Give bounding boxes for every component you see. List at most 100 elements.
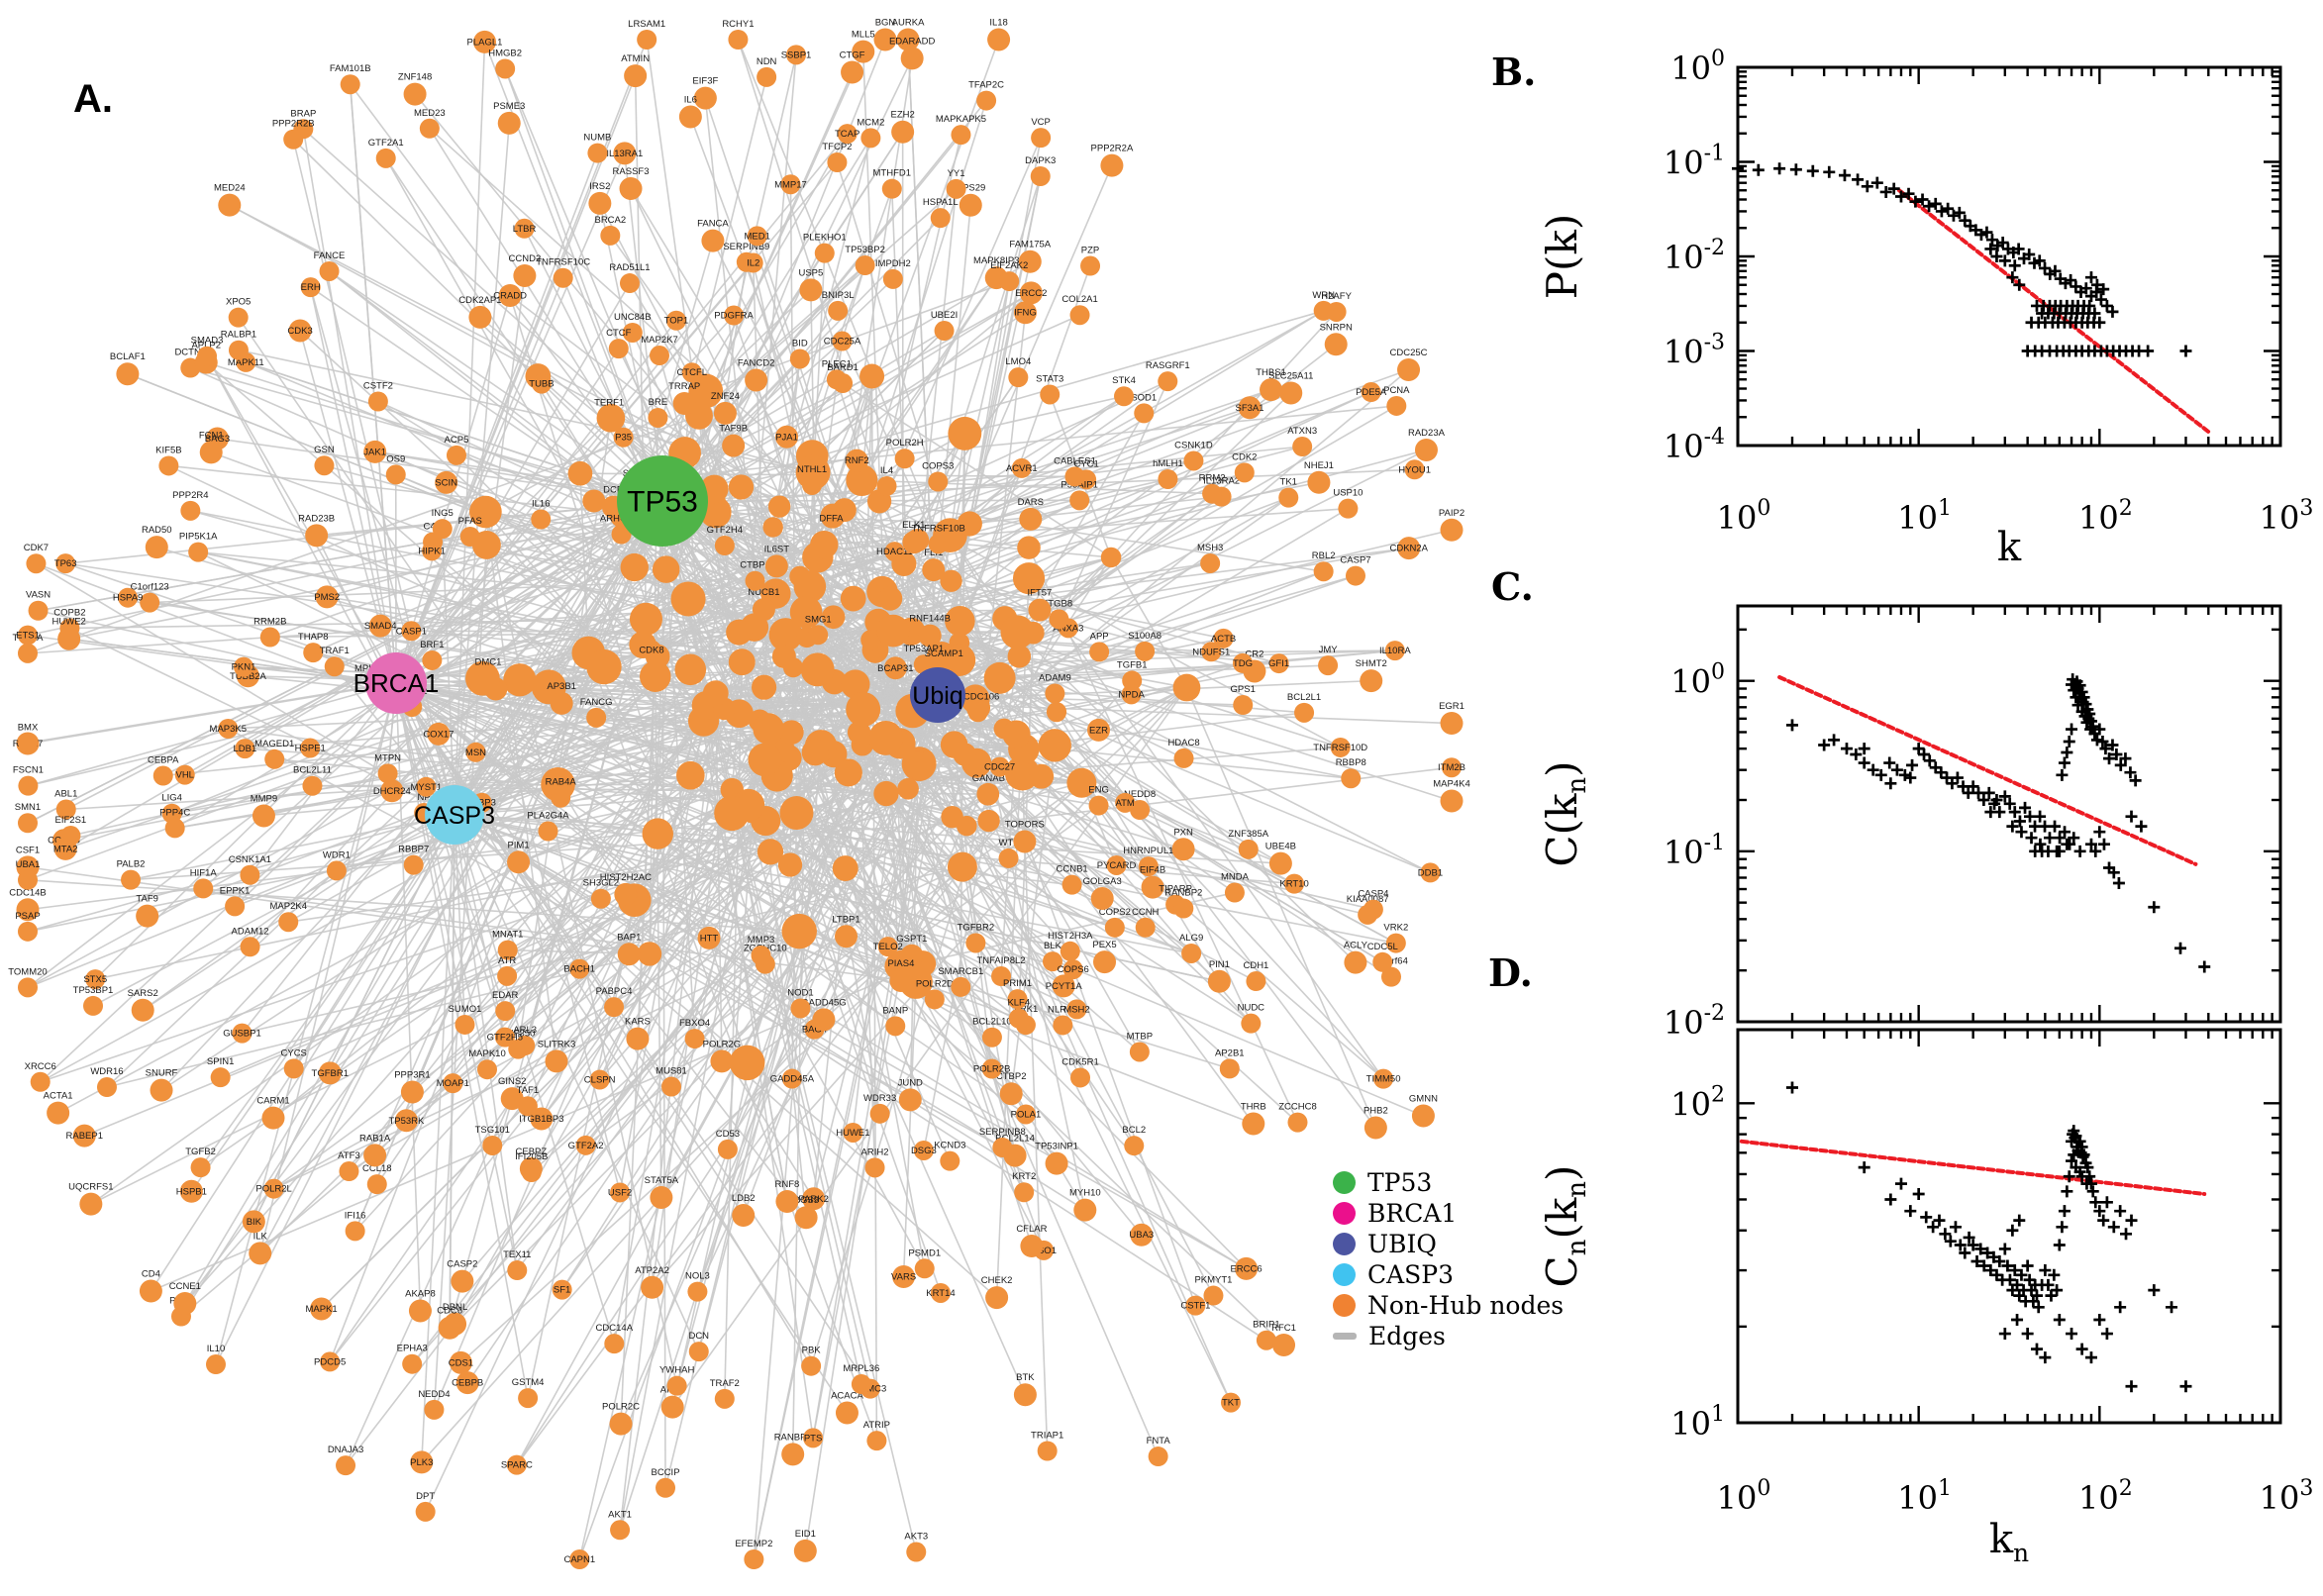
network-nodes: TP53RK KIAA0087 THAP8 CDC14B DSG3 NTHL1 CEBPZ V…	[8, 18, 1470, 1569]
network-node-label: TNFRSF10D	[1313, 743, 1367, 753]
network-node-label: PLEKHO1	[803, 233, 847, 244]
network-node-label: RAB1A	[359, 1133, 391, 1144]
network-node	[660, 1395, 684, 1419]
network-node-label: CCL18	[362, 1163, 392, 1174]
network-node	[264, 748, 285, 769]
network-node	[1233, 695, 1254, 716]
network-node	[1064, 466, 1085, 487]
network-node	[152, 765, 173, 786]
network-node-label: EIF2AK2	[990, 260, 1028, 271]
network-node	[521, 1162, 542, 1183]
plot-frame	[1736, 1028, 2282, 1425]
network-node-label: CTCFL	[676, 367, 707, 378]
scatter-markers	[1785, 1081, 2192, 1393]
network-node-label: CTBP2	[996, 1071, 1027, 1082]
network-node-label: CR2	[1245, 648, 1263, 659]
network-node-label: IL16	[532, 499, 551, 510]
network-node	[928, 534, 949, 554]
network-node-label: SUMO1	[449, 1004, 482, 1015]
network-node-label: BRIP1	[1253, 1320, 1279, 1331]
network-node-label: MSH2	[1063, 1004, 1089, 1015]
network-node-label: TOPORS	[1005, 820, 1045, 831]
network-node	[318, 1061, 342, 1085]
network-node	[745, 570, 765, 591]
network-node	[588, 191, 612, 215]
network-node	[288, 319, 312, 343]
legend-label: CASP3	[1367, 1259, 1455, 1289]
network-node	[545, 1049, 568, 1073]
network-node-label: VHL	[175, 770, 193, 781]
network-node	[1158, 371, 1178, 392]
network-node	[495, 1001, 516, 1022]
network-node-label: PPP2R4	[172, 490, 208, 501]
network-node	[324, 656, 345, 677]
network-node	[752, 598, 775, 622]
network-node	[1294, 702, 1315, 723]
network-node-label: BARD1	[827, 362, 858, 373]
network-node	[235, 739, 255, 759]
network-node	[781, 1068, 802, 1089]
network-node-label: IL13RA1	[606, 149, 643, 159]
network-node-label: MMP17	[774, 179, 807, 190]
network-node-label: HSPB1	[176, 1186, 207, 1197]
network-node-label: MTHFD1	[873, 168, 912, 179]
network-node	[800, 652, 835, 687]
network-node	[884, 542, 905, 562]
network-node	[340, 74, 360, 95]
network-node-label: IL10RA	[1379, 646, 1411, 656]
network-node	[790, 998, 811, 1019]
network-node	[424, 1399, 445, 1420]
network-node	[626, 1027, 650, 1050]
network-node-label: MSH3	[1197, 543, 1223, 553]
network-node-label: BCL2	[1122, 1125, 1146, 1136]
network-node	[608, 339, 629, 359]
network-node-label: STAT3	[1036, 373, 1063, 384]
network-node-label: ZCCHC8	[1278, 1102, 1317, 1113]
network-node	[678, 105, 702, 129]
network-node-label: PDCD5	[314, 1356, 346, 1367]
network-node	[998, 848, 1019, 868]
network-node	[218, 718, 239, 739]
network-node-label: SF3A1	[1236, 403, 1264, 414]
network-node-label: DCTN1	[174, 348, 206, 358]
network-node	[1373, 1068, 1394, 1089]
network-node	[1324, 333, 1348, 356]
network-node-label: THBS1	[1256, 367, 1286, 378]
network-node-label: TEX11	[503, 1249, 531, 1260]
network-node	[320, 1351, 341, 1372]
network-node	[1345, 565, 1365, 586]
network-node	[826, 369, 847, 390]
plot-C: 100 10-1 10-2 C(kn)	[1538, 604, 2282, 1042]
network-node	[1234, 462, 1255, 483]
network-node-label: POLR2L	[255, 1184, 291, 1195]
network-node	[150, 1078, 173, 1102]
network-node-label: MAPK1	[305, 1304, 337, 1315]
network-node-label: CSTF2	[363, 381, 393, 392]
network-node	[641, 640, 661, 660]
network-node-label: ZNF24	[711, 391, 740, 402]
network-node-label: SERPINB8	[979, 1127, 1026, 1138]
network-node	[1361, 382, 1381, 403]
network-node-label: PIM1	[507, 840, 529, 850]
network-node-label: PEX5	[1092, 940, 1116, 950]
network-node-label: MED23	[414, 108, 446, 119]
network-node-label: MOAP1	[437, 1078, 469, 1089]
network-node-label: WDR1	[323, 849, 351, 860]
network-node	[410, 1450, 434, 1474]
network-node	[569, 958, 590, 979]
network-node	[503, 663, 537, 697]
network-node	[722, 434, 746, 457]
network-node	[924, 989, 945, 1010]
network-node-label: PSME3	[493, 101, 525, 112]
network-node	[780, 174, 801, 195]
network-node-label: BCAP31	[877, 663, 913, 674]
network-node	[610, 1520, 631, 1541]
network-node	[650, 1186, 673, 1210]
network-node	[538, 821, 558, 842]
network-node	[1013, 830, 1037, 853]
network-node	[1028, 598, 1052, 622]
axis-ticks	[1736, 606, 2282, 1024]
hub-node-casp3	[425, 785, 484, 845]
network-node	[841, 669, 870, 699]
network-node	[116, 362, 140, 386]
